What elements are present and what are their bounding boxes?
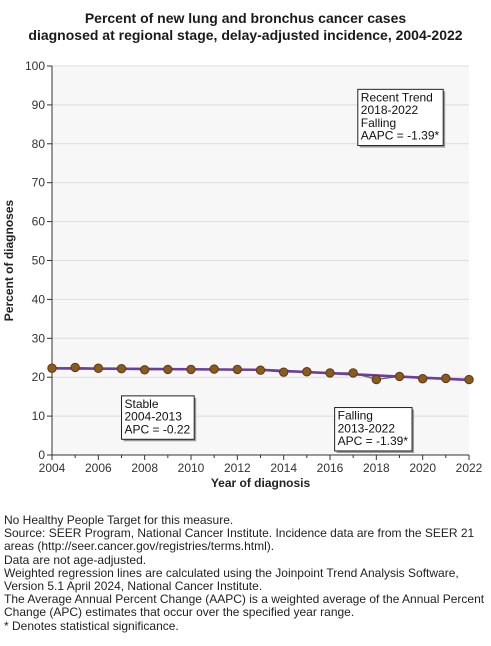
annotation-line: Stable (125, 397, 159, 411)
data-point[interactable] (278, 367, 289, 377)
annotation-box (357, 88, 444, 147)
annotation-line: Recent Trend (361, 90, 433, 104)
data-point[interactable] (47, 363, 57, 373)
data-point[interactable] (116, 363, 127, 374)
data-point[interactable] (232, 364, 243, 375)
footnotes: No Healthy People Target for this measur… (4, 513, 488, 633)
data-point[interactable] (186, 364, 196, 375)
data-point[interactable] (348, 368, 358, 378)
footnote-line: areas (http://seer.cancer.gov/registries… (4, 539, 275, 554)
annotation-line: APC = -0.22 (125, 422, 191, 436)
y-tick-label: 30 (32, 331, 46, 345)
y-tick-label: 60 (32, 215, 46, 229)
data-point[interactable] (394, 371, 405, 382)
data-point[interactable] (139, 365, 150, 375)
annotation-line: Falling (361, 116, 396, 130)
footnote-line: * Denotes statistical significance. (4, 618, 179, 633)
x-tick-label: 2014 (270, 461, 297, 475)
data-point[interactable] (209, 364, 219, 374)
line-chart: 0 10 20 30 40 50 60 70 80 90 100 2004 2006 2008 2010 20… (2, 59, 483, 490)
y-tick-label: 70 (32, 176, 46, 190)
y-tick-label: 100 (25, 59, 45, 73)
x-tick-label: 2022 (456, 461, 483, 475)
annotation-line: 2018-2022 (361, 103, 419, 117)
data-point[interactable] (70, 362, 80, 373)
annotation-line: Falling (338, 409, 373, 423)
x-tick-label: 2016 (317, 461, 344, 475)
footnote-line: Version 5.1 April 2024, National Cancer … (4, 579, 263, 594)
x-tick-label: 2004 (39, 461, 66, 475)
y-tick-label: 80 (32, 137, 46, 151)
footnote-line: Source: SEER Program, National Cancer In… (4, 526, 475, 541)
footnote-line: The Average Annual Percent Change (AAPC)… (4, 592, 485, 607)
data-point[interactable] (93, 363, 104, 373)
data-point[interactable] (441, 373, 451, 384)
data-point[interactable] (417, 374, 428, 384)
footnote-line: Weighted regression lines are calculated… (4, 565, 459, 580)
y-tick-label: 0 (38, 448, 45, 462)
footnote-line: Data are not age-adjusted. (4, 552, 147, 567)
chart-title-line-2: diagnosed at regional stage, delay-adjus… (28, 27, 463, 43)
x-tick-label: 2006 (85, 461, 112, 475)
annotation-line: AAPC = -1.39* (361, 129, 440, 143)
chart-title-line-1: Percent of new lung and bronchus cancer … (84, 10, 407, 26)
data-point[interactable] (325, 368, 335, 378)
annotation-line: 2013-2022 (338, 421, 396, 435)
x-axis-title: Year of diagnosis (211, 476, 311, 490)
y-axis-title: Percent of diagnoses (2, 199, 16, 321)
chart-title: Percent of new lung and bronchus cancer … (0, 10, 491, 44)
annotation-line: APC = -1.39* (338, 434, 409, 448)
footnote-line: No Healthy People Target for this measur… (4, 513, 234, 527)
x-tick-label: 2012 (224, 461, 251, 475)
x-tick-label: 2020 (409, 461, 436, 475)
data-point[interactable] (371, 374, 382, 385)
y-tick-label: 40 (32, 292, 46, 306)
x-tick-label: 2010 (178, 461, 205, 475)
annotation-line: 2004-2013 (125, 410, 183, 424)
data-point[interactable] (163, 364, 173, 375)
annotation-box (334, 407, 413, 452)
y-tick-label: 20 (32, 370, 46, 384)
footnote-line: Change (APC) estimates that occur over t… (4, 605, 355, 620)
y-tick-label: 50 (32, 254, 46, 268)
annotation-box (121, 395, 195, 440)
x-tick-label: 2008 (131, 461, 158, 475)
x-tick-label: 2018 (363, 461, 390, 475)
y-tick-label: 10 (32, 409, 46, 423)
data-point[interactable] (464, 374, 474, 385)
y-tick-label: 90 (32, 98, 46, 112)
data-point[interactable] (302, 367, 312, 377)
data-point[interactable] (255, 365, 266, 375)
